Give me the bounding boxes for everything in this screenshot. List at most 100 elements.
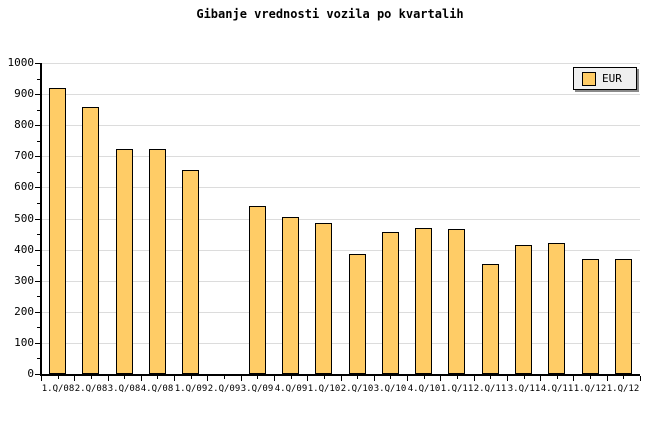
y-tick xyxy=(35,249,40,251)
gridline xyxy=(41,63,640,64)
y-tick-label: 400 xyxy=(14,242,34,256)
y-tick xyxy=(35,94,40,96)
chart-title: Gibanje vrednosti vozila po kvartalih xyxy=(196,7,464,21)
y-tick xyxy=(35,280,40,282)
x-tick xyxy=(41,376,42,381)
x-minor-tick xyxy=(291,376,292,379)
bar xyxy=(182,170,199,374)
bar xyxy=(582,259,599,374)
x-tick xyxy=(341,376,342,381)
y-tick xyxy=(35,342,40,344)
y-tick-label: 800 xyxy=(14,118,34,132)
y-minor-tick xyxy=(37,202,40,204)
x-minor-tick xyxy=(390,376,391,379)
y-tick-label: 700 xyxy=(14,149,34,163)
x-minor-tick xyxy=(257,376,258,379)
y-tick xyxy=(35,63,40,64)
y-tick-label: 500 xyxy=(14,211,34,225)
x-tick xyxy=(141,376,142,381)
y-tick xyxy=(35,125,40,127)
x-tick xyxy=(174,376,175,381)
x-tick xyxy=(307,376,308,381)
x-tick-label: 2.Q/10 xyxy=(340,384,374,394)
y-tick-label: 200 xyxy=(14,304,34,318)
y-minor-tick xyxy=(37,265,40,267)
bar xyxy=(349,254,366,374)
x-minor-tick xyxy=(424,376,425,379)
bar xyxy=(282,217,299,374)
y-tick xyxy=(35,156,40,158)
x-tick-label: 1.Q/12 xyxy=(606,384,640,394)
gridline xyxy=(41,125,640,127)
x-tick-label: 3.Q/09 xyxy=(240,384,274,394)
x-minor-tick xyxy=(524,376,525,379)
y-tick xyxy=(35,311,40,313)
x-minor-tick xyxy=(157,376,158,379)
bar xyxy=(49,88,66,374)
y-minor-tick xyxy=(37,327,40,329)
y-minor-tick xyxy=(37,109,40,111)
x-tick xyxy=(474,376,475,381)
gridline xyxy=(41,249,640,251)
gridline xyxy=(41,311,640,313)
x-tick xyxy=(374,376,375,381)
x-tick xyxy=(607,376,608,381)
x-tick xyxy=(241,376,242,381)
y-tick xyxy=(35,218,40,220)
x-axis xyxy=(40,374,640,376)
bar xyxy=(149,149,166,374)
legend: EUR xyxy=(573,67,637,90)
y-tick-label: 0 xyxy=(27,367,34,380)
x-tick-label: 4.Q/08 xyxy=(140,384,174,394)
x-tick xyxy=(540,376,541,381)
x-tick-label: 4.Q/09 xyxy=(274,384,308,394)
x-tick xyxy=(440,376,441,381)
gridline xyxy=(41,280,640,282)
bar xyxy=(415,228,432,374)
bar xyxy=(448,229,465,374)
bar xyxy=(548,243,565,374)
x-minor-tick xyxy=(124,376,125,379)
x-tick-label: 2.Q/11 xyxy=(473,384,507,394)
x-minor-tick xyxy=(590,376,591,379)
x-tick-label: 1.Q/09 xyxy=(174,384,208,394)
x-tick-label: 1.Q/11 xyxy=(440,384,474,394)
bar xyxy=(482,264,499,374)
x-tick-label: 4.Q/11 xyxy=(540,384,574,394)
gridline xyxy=(41,342,640,344)
gridline xyxy=(41,187,640,189)
x-minor-tick xyxy=(357,376,358,379)
bar xyxy=(615,259,632,374)
y-minor-tick xyxy=(37,234,40,236)
x-minor-tick xyxy=(224,376,225,379)
bar xyxy=(515,245,532,374)
x-minor-tick xyxy=(191,376,192,379)
y-tick-label: 300 xyxy=(14,273,34,287)
gridline xyxy=(41,156,640,158)
x-minor-tick xyxy=(324,376,325,379)
x-tick-label: 1.Q/12 xyxy=(573,384,607,394)
x-minor-tick xyxy=(490,376,491,379)
x-tick-label: 1.Q/10 xyxy=(307,384,341,394)
x-tick xyxy=(573,376,574,381)
x-minor-tick xyxy=(457,376,458,379)
x-tick-label: 1.Q/08 xyxy=(41,384,75,394)
x-minor-tick xyxy=(91,376,92,379)
legend-swatch-eur xyxy=(582,71,596,86)
x-tick xyxy=(207,376,208,381)
bar xyxy=(82,107,99,374)
x-tick-label: 2.Q/09 xyxy=(207,384,241,394)
x-tick xyxy=(640,376,641,381)
x-minor-tick xyxy=(557,376,558,379)
y-tick-label: 1000 xyxy=(7,56,35,69)
x-tick xyxy=(74,376,75,381)
y-minor-tick xyxy=(37,358,40,360)
x-tick-label: 3.Q/08 xyxy=(107,384,141,394)
bar xyxy=(116,149,133,374)
x-tick-label: 3.Q/10 xyxy=(373,384,407,394)
x-tick-label: 4.Q/10 xyxy=(407,384,441,394)
x-tick xyxy=(407,376,408,381)
x-tick xyxy=(507,376,508,381)
y-tick-label: 900 xyxy=(14,87,34,101)
